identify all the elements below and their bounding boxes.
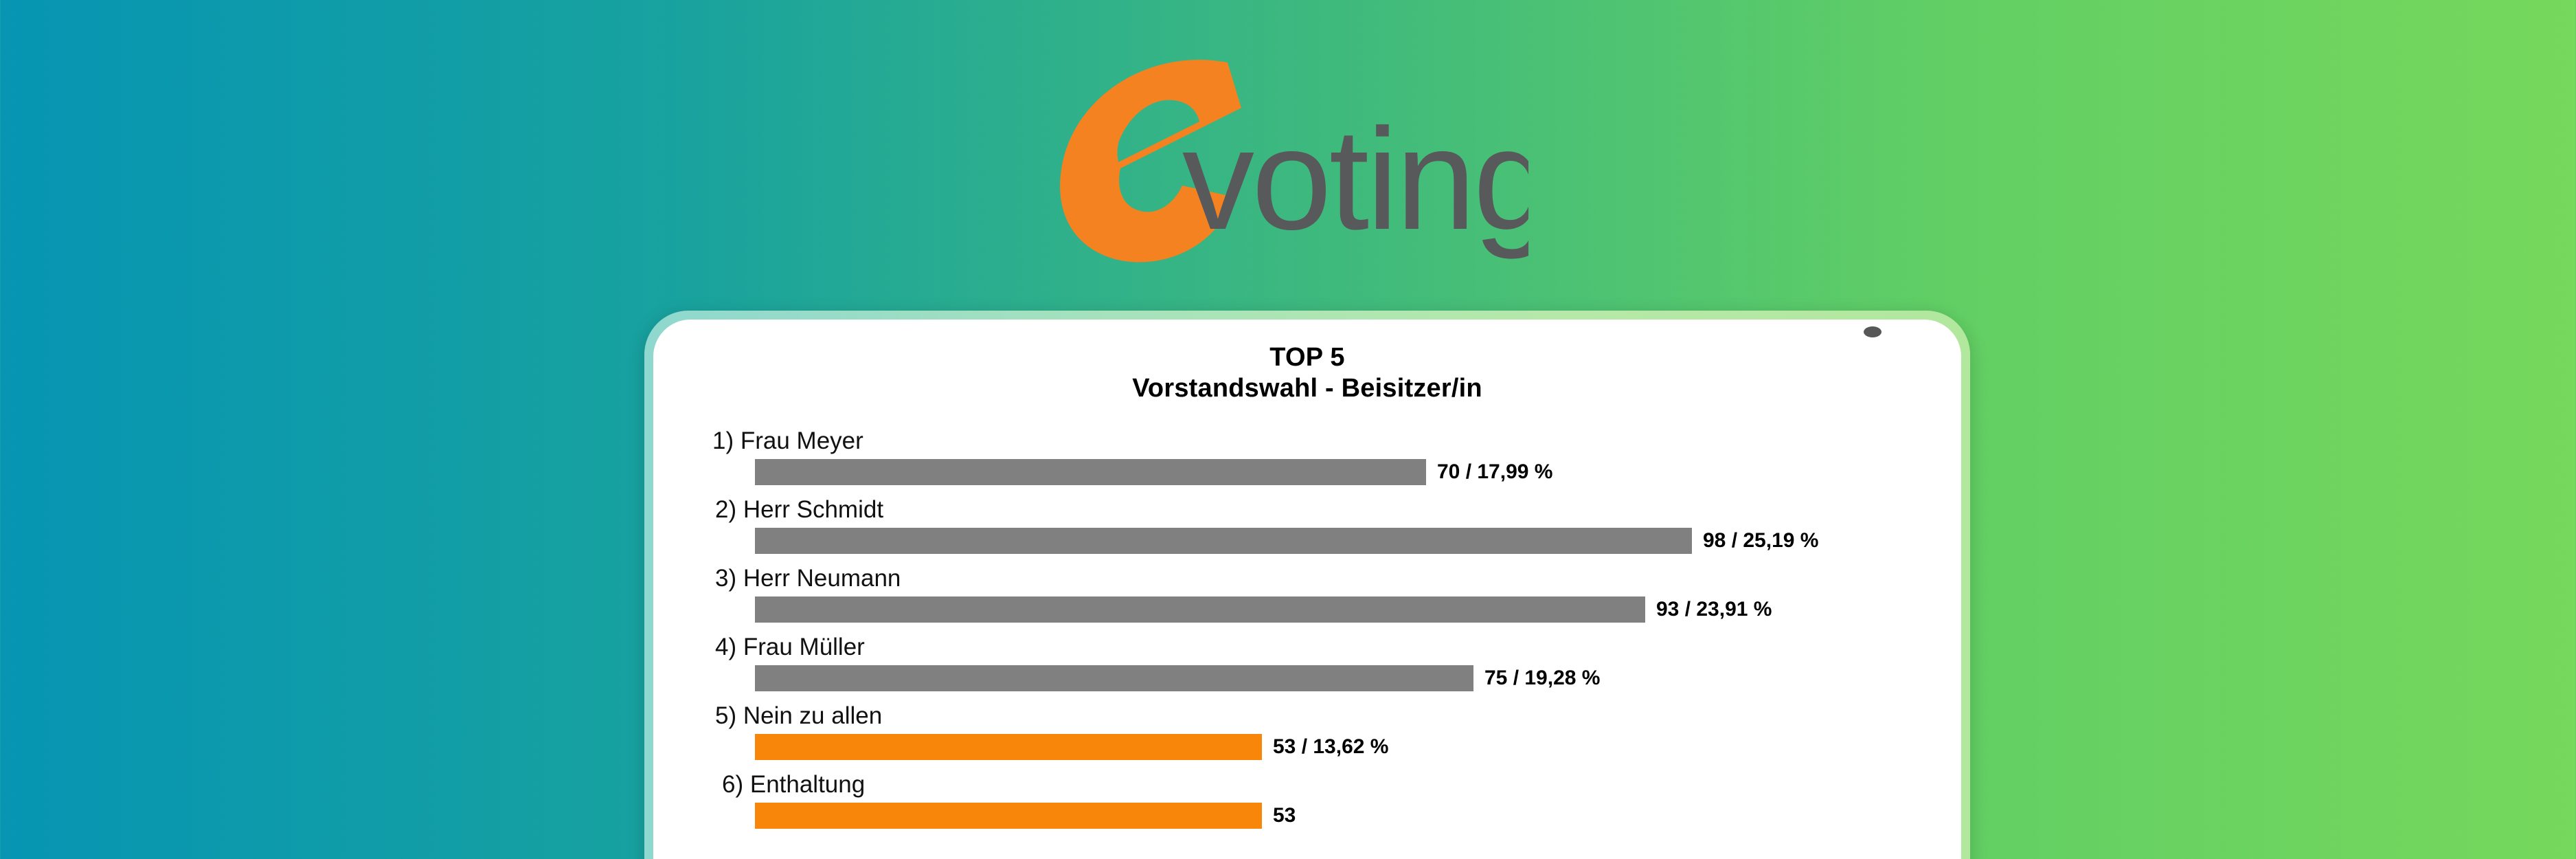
- chart-bar-line: 70 / 17,99 %: [712, 459, 1947, 485]
- brand-logo: voting: [0, 38, 2576, 271]
- logo-e-shape: [1060, 59, 1241, 263]
- chart-bar-value: 53: [1273, 804, 1296, 827]
- chart-row-label: 1) Frau Meyer: [712, 427, 863, 454]
- logo-wordmark: voting: [1182, 98, 1528, 260]
- camera-dot-icon: [1864, 326, 1882, 337]
- chart-bar: [755, 596, 1645, 623]
- chart-row: 2) Herr Schmidt 98 / 25,19 %: [712, 496, 1947, 565]
- chart-row: 1) Frau Meyer 70 / 17,99 %: [712, 427, 1947, 496]
- chart-title-line2: Vorstandswahl - Beisitzer/in: [1132, 374, 1482, 403]
- chart-row: 3) Herr Neumann 93 / 23,91 %: [712, 565, 1947, 634]
- svg-text:voting: voting: [1182, 98, 1528, 260]
- chart-bar: [755, 459, 1426, 485]
- chart-bar-line: 98 / 25,19 %: [712, 528, 1947, 554]
- results-chart: TOP 5 Vorstandswahl - Beisitzer/in 1) Fr…: [653, 320, 1961, 859]
- chart-row: 5) Nein zu allen 53 / 13,62 %: [712, 702, 1947, 771]
- chart-bar-line: 75 / 19,28 %: [712, 665, 1947, 691]
- chart-bar-line: 53: [712, 803, 1947, 829]
- chart-row-label: 6) Enthaltung: [722, 771, 866, 798]
- chart-bar-value: 98 / 25,19 %: [1703, 529, 1819, 552]
- tablet-device: TOP 5 Vorstandswahl - Beisitzer/in 1) Fr…: [644, 311, 1970, 859]
- chart-bar: [755, 734, 1262, 760]
- logo-wrap: voting: [1048, 45, 1528, 265]
- chart-bar-value: 53 / 13,62 %: [1273, 735, 1389, 758]
- chart-row-label: 3) Herr Neumann: [715, 565, 901, 592]
- chart-row-label: 2) Herr Schmidt: [715, 496, 884, 523]
- chart-row-label: 4) Frau Müller: [715, 634, 865, 660]
- tablet-screen: TOP 5 Vorstandswahl - Beisitzer/in 1) Fr…: [653, 320, 1961, 859]
- evoting-logo-icon: voting: [1060, 59, 1528, 263]
- chart-bar-value: 93 / 23,91 %: [1656, 598, 1772, 621]
- chart-row-label: 5) Nein zu allen: [715, 702, 883, 729]
- chart-bar-line: 53 / 13,62 %: [712, 734, 1947, 760]
- chart-bar-value: 75 / 19,28 %: [1484, 667, 1601, 689]
- chart-bar: [755, 665, 1473, 691]
- chart-bar-line: 93 / 23,91 %: [712, 596, 1947, 623]
- chart-row: 6) Enthaltung 53: [712, 771, 1947, 840]
- chart-title: TOP 5 Vorstandswahl - Beisitzer/in: [653, 343, 1961, 404]
- chart-bar: [755, 528, 1692, 554]
- chart-row: 4) Frau Müller 75 / 19,28 %: [712, 634, 1947, 702]
- chart-bar-value: 70 / 17,99 %: [1437, 460, 1553, 483]
- chart-bar: [755, 803, 1262, 829]
- chart-title-line1: TOP 5: [1269, 343, 1345, 372]
- chart-rows: 1) Frau Meyer 70 / 17,99 % 2) Herr Schmi…: [653, 427, 1961, 840]
